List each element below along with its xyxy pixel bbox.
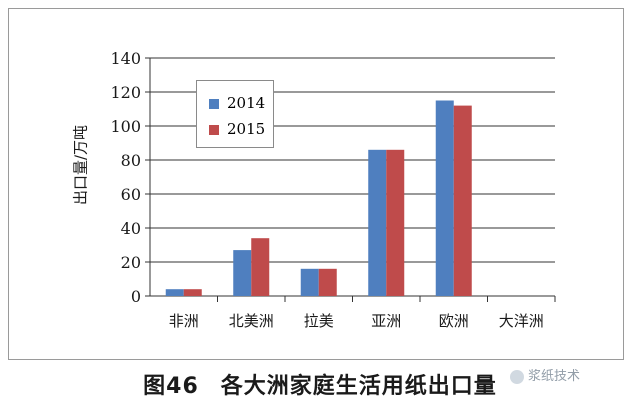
y-tick-label-80: 80 — [121, 151, 141, 170]
figure-number: 图46 — [143, 374, 199, 399]
y-tick-label-20: 20 — [121, 253, 141, 272]
figure-caption: 图46 各大洲家庭生活用纸出口量 — [0, 368, 640, 400]
legend-swatch-2014 — [209, 99, 219, 109]
x-tick-label-3: 亚洲 — [371, 312, 401, 330]
bar-2014-0 — [165, 289, 184, 296]
legend-item-2015: 2015 — [209, 120, 265, 138]
bar-2014-4 — [435, 100, 454, 296]
x-tick-label-5: 大洋洲 — [499, 312, 544, 330]
y-tick-label-40: 40 — [121, 219, 141, 238]
bar-2015-0 — [183, 289, 202, 296]
bar-2015-3 — [386, 149, 405, 296]
legend-label-2014: 2014 — [227, 94, 266, 112]
bar-2014-2 — [300, 268, 319, 296]
legend-label-2015: 2015 — [227, 120, 266, 138]
bar-2015-2 — [318, 268, 337, 296]
y-tick-label-120: 120 — [110, 83, 141, 102]
watermark-text: 浆纸技术 — [528, 369, 581, 384]
watermark: 浆纸技术 — [510, 365, 580, 384]
x-tick-label-2: 拉美 — [304, 312, 334, 330]
x-tick-label-0: 非洲 — [169, 312, 199, 330]
bar-2015-4 — [453, 105, 472, 296]
x-tick-label-4: 欧洲 — [439, 312, 469, 330]
legend-swatch-2015 — [209, 125, 219, 135]
bar-2014-3 — [368, 149, 387, 296]
y-axis-label: 出口量/万吨 — [71, 124, 90, 206]
legend: 2014 2015 — [196, 80, 274, 148]
y-tick-label-100: 100 — [110, 117, 141, 136]
legend-item-2014: 2014 — [209, 94, 265, 112]
bar-2015-1 — [251, 238, 270, 296]
chart-frame — [8, 8, 624, 360]
y-tick-label-0: 0 — [131, 287, 141, 306]
bar-2014-1 — [233, 250, 252, 296]
figure-title: 各大洲家庭生活用纸出口量 — [220, 374, 497, 399]
y-tick-label-140: 140 — [110, 49, 141, 68]
y-tick-label-60: 60 — [121, 185, 141, 204]
watermark-logo-icon — [510, 369, 524, 384]
x-tick-label-1: 北美洲 — [229, 312, 274, 330]
